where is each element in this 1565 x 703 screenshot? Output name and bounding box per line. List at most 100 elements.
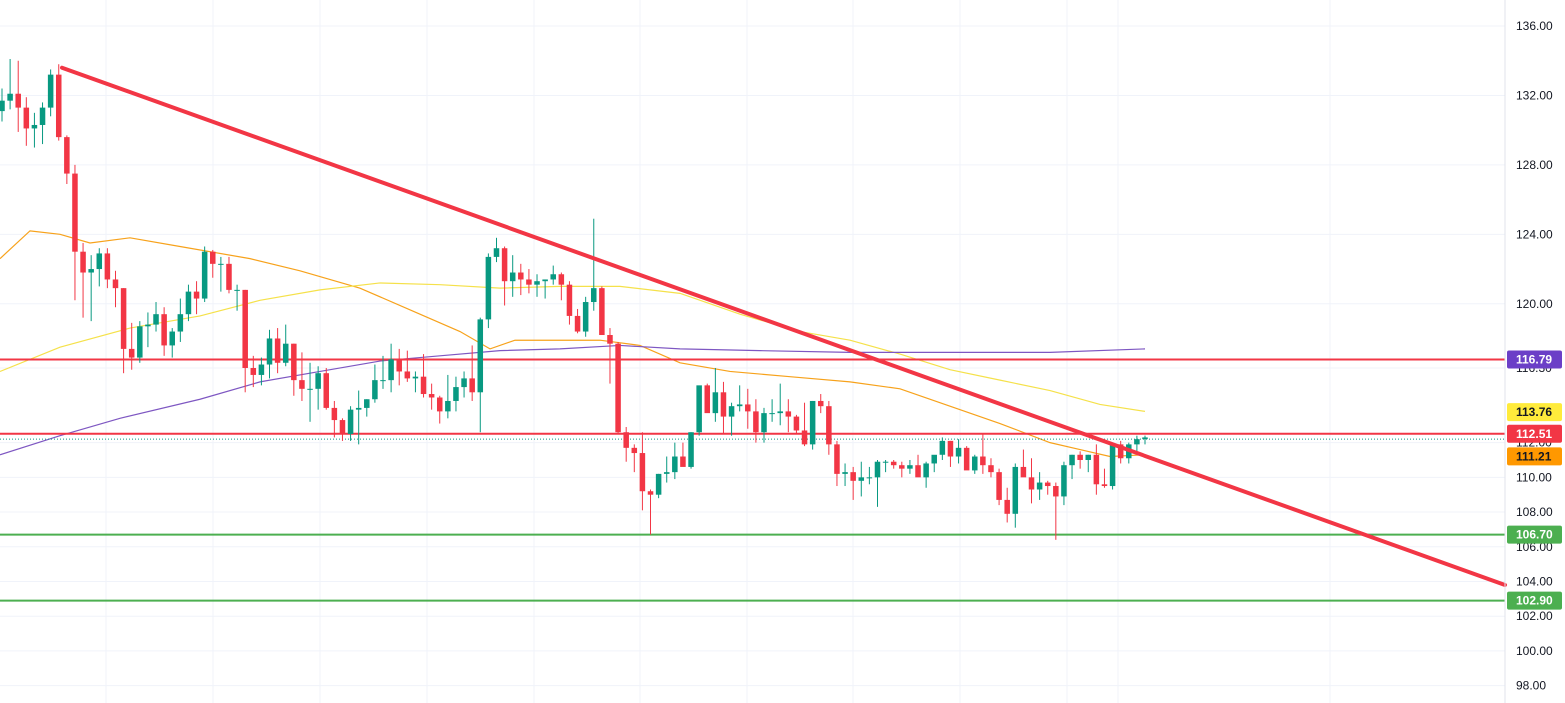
candle-body: [396, 359, 402, 372]
candle-body: [558, 274, 565, 285]
candle-body: [1117, 444, 1124, 459]
candle-body: [817, 400, 824, 407]
candle-body: [972, 456, 978, 471]
candle-body: [250, 367, 257, 375]
candle-body: [542, 279, 548, 282]
candle-body: [518, 272, 524, 280]
candle-body: [485, 256, 492, 320]
price-badge: [1507, 424, 1562, 443]
candle-body: [574, 315, 581, 332]
price-badges: 116.79 112.51 106.70 102.90 113.76 111.21: [1507, 350, 1562, 610]
y-tick-label: 124.00: [1516, 227, 1553, 241]
price-badge: [1507, 447, 1562, 466]
price-badge: [1507, 591, 1562, 610]
candle-body: [704, 385, 711, 414]
candle-body: [890, 461, 897, 466]
candle-body: [55, 74, 62, 138]
price-badge-label: 102.90: [1516, 594, 1553, 608]
candle-body: [1012, 466, 1019, 514]
candle-body: [39, 107, 46, 125]
price-badge-label: 113.76: [1516, 405, 1552, 419]
candle-body: [1134, 439, 1140, 445]
candle-body: [988, 465, 994, 473]
candle-body: [1093, 454, 1100, 485]
candle-body: [404, 371, 411, 379]
y-tick-label: 110.00: [1516, 470, 1552, 484]
price-badge-label: 111.21: [1516, 449, 1552, 463]
candle-body: [218, 263, 224, 265]
candle-body: [120, 288, 127, 349]
candle-body: [347, 409, 354, 434]
price-badge: [1507, 525, 1562, 544]
horizontal-levels: [0, 358, 1505, 602]
price-badge: [1507, 350, 1562, 369]
candle-body: [785, 411, 792, 417]
candle-body: [639, 453, 646, 492]
candle-body: [315, 373, 321, 389]
candle-body: [185, 291, 192, 315]
candle-body: [623, 432, 629, 448]
candle-body: [712, 392, 719, 414]
candle-body: [939, 440, 946, 455]
candle-body: [753, 411, 759, 433]
candle-body: [761, 413, 767, 433]
candle-body: [688, 432, 694, 467]
candle-body: [169, 331, 175, 346]
grid: [0, 0, 1505, 703]
y-tick-label: 120.00: [1516, 297, 1553, 311]
candle-body: [736, 404, 743, 407]
candle-body: [1101, 484, 1108, 487]
candle-body: [323, 373, 330, 408]
candle-body: [145, 324, 151, 327]
y-tick-label: 108.00: [1516, 505, 1553, 519]
candle-body: [607, 335, 613, 344]
candle-body: [153, 314, 159, 325]
candle-body: [47, 74, 54, 108]
candle-body: [509, 272, 516, 282]
price-badge-label: 116.79: [1516, 352, 1552, 366]
y-tick-label: 98.00: [1516, 679, 1546, 693]
candle-body: [161, 314, 167, 346]
candle-body: [31, 124, 38, 129]
candle-body: [104, 253, 111, 280]
candle-body: [72, 173, 78, 252]
candle-body: [566, 284, 573, 316]
candle-body: [834, 444, 840, 474]
candle-body: [380, 380, 386, 382]
candle-body: [128, 348, 135, 358]
candle-body: [234, 289, 240, 291]
candle-body: [899, 465, 905, 469]
candle-body: [282, 343, 289, 363]
candle-body: [680, 456, 686, 467]
y-tick-label: 100.00: [1516, 644, 1553, 658]
candle-body: [591, 288, 597, 303]
y-tick-label: 128.00: [1516, 158, 1553, 172]
candle-body: [1004, 499, 1010, 514]
candle-body: [501, 248, 508, 282]
y-tick-label: 104.00: [1516, 574, 1553, 588]
candle-body: [777, 411, 783, 414]
candle-body: [477, 319, 484, 393]
price-badge-label: 112.51: [1516, 427, 1552, 441]
moving-average-line: [0, 344, 1146, 456]
candle-body: [647, 491, 654, 495]
candle-body: [412, 376, 419, 379]
candle-body: [80, 251, 86, 273]
candle-body: [388, 359, 394, 381]
candle-body: [599, 288, 605, 336]
candle-body: [550, 274, 556, 280]
candle-body: [15, 93, 21, 108]
moving-average-line: [0, 282, 1146, 412]
candle-body: [258, 364, 265, 375]
candle-body: [996, 472, 1002, 500]
candle-body: [226, 263, 232, 290]
price-badge-label: 106.70: [1516, 528, 1553, 542]
candle-body: [1109, 444, 1116, 487]
candle-body: [582, 302, 589, 332]
candle-body: [874, 461, 881, 478]
candle-body: [728, 406, 735, 417]
candle-body: [931, 454, 937, 464]
candle-body: [469, 378, 475, 393]
candle-body: [980, 456, 986, 466]
